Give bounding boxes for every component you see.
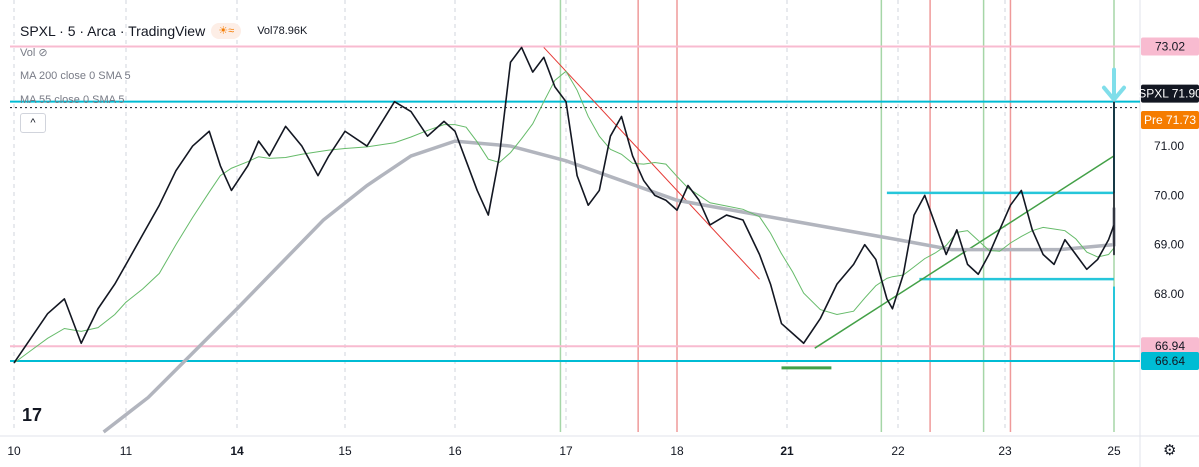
price-label-text: 66.94 — [1155, 339, 1185, 353]
y-tick-label: 70.00 — [1154, 188, 1184, 202]
vol-readout: Vol78.96K — [257, 24, 308, 37]
x-tick-label: 10 — [7, 444, 21, 458]
price-label: 66.64 — [1141, 352, 1199, 371]
vol-indicator-label[interactable]: Vol ⊘ — [20, 47, 48, 59]
arrow-down-icon — [1102, 67, 1126, 103]
x-tick-label: 15 — [338, 444, 352, 458]
ma200-label[interactable]: MA 200 close 0 SMA 5 — [20, 70, 131, 82]
x-tick-label: 22 — [891, 444, 905, 458]
price-label-text: 73.02 — [1155, 39, 1185, 53]
sun-icon: ☀≈ — [211, 23, 242, 39]
x-tick-label: 17 — [559, 444, 573, 458]
x-tick-label: 14 — [230, 444, 244, 458]
x-tick-label: 23 — [998, 444, 1012, 458]
y-tick-label: 68.00 — [1154, 287, 1184, 301]
price-line — [13, 46, 1115, 364]
collapse-legend-button[interactable]: ^ — [20, 113, 46, 133]
price-label: SPXL 71.90 — [1138, 84, 1199, 103]
gear-icon[interactable]: ⚙ — [1163, 442, 1177, 459]
tradingview-logo-icon: 17 — [22, 405, 43, 425]
price-label: 73.02 — [1141, 37, 1199, 56]
y-tick-label: 69.00 — [1154, 238, 1184, 252]
symbol-title[interactable]: SPXL · 5 · Arca · TradingView — [20, 23, 206, 39]
legend: SPXL · 5 · Arca · TradingView ☀≈ Vol78.9… — [20, 20, 307, 42]
price-label-text: Pre 71.73 — [1144, 113, 1196, 127]
price-label: 66.94 — [1141, 337, 1199, 356]
x-tick-label: 21 — [780, 444, 794, 458]
x-tick-label: 25 — [1107, 444, 1121, 458]
price-label: Pre 71.73 — [1141, 111, 1199, 130]
x-tick-label: 16 — [448, 444, 462, 458]
x-tick-label: 18 — [670, 444, 684, 458]
y-tick-label: 71.00 — [1154, 139, 1184, 153]
eye-off-icon[interactable]: ⊘ — [38, 47, 48, 59]
price-label-text: 66.64 — [1155, 354, 1185, 368]
price-label-text: SPXL 71.90 — [1138, 87, 1199, 101]
ma55-label[interactable]: MA 55 close 0 SMA 5 — [20, 94, 125, 106]
x-tick-label: 11 — [120, 444, 133, 458]
